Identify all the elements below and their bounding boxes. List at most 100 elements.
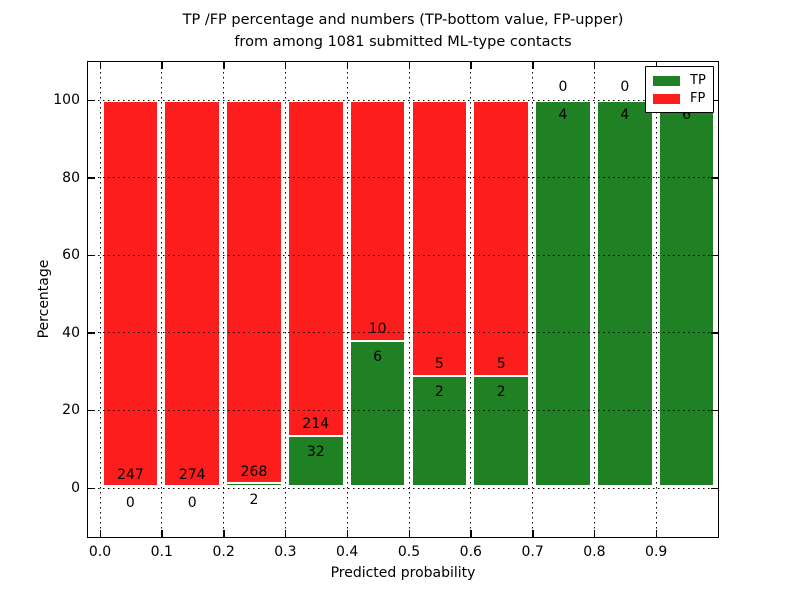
y-tick-left [87, 332, 95, 334]
x-tick-top [161, 61, 163, 69]
y-tick-right [710, 254, 718, 257]
x-tick-bottom [223, 529, 225, 537]
x-tick-bottom [346, 529, 349, 537]
y-tick-left [87, 99, 95, 102]
y-tick-right [710, 487, 718, 489]
x-tick-top [223, 61, 225, 69]
gridline-x-0.4 [346, 61, 348, 537]
bar-label-tp: 6 [682, 106, 692, 123]
x-tick-top [99, 61, 101, 69]
x-tick-label-0.3: 0.3 [274, 544, 297, 560]
bar-label-fp: 0 [558, 78, 568, 95]
legend-label-fp: FP [690, 91, 706, 106]
bar-bin-0.4 [348, 99, 407, 488]
gridline-y-60 [87, 254, 718, 256]
gridline-y-40 [87, 332, 718, 334]
bar-label-fp: 10 [368, 321, 387, 338]
x-tick-bottom [470, 529, 472, 537]
x-tick-label-0.7: 0.7 [521, 544, 544, 560]
bar-label-fp: 247 [117, 466, 144, 483]
x-tick-label-0.2: 0.2 [212, 544, 235, 560]
legend: TP FP [645, 66, 714, 113]
bar-bin-0.1 [163, 99, 222, 488]
gridline-x-0.7 [532, 61, 534, 537]
bar-label-tp: 0 [187, 494, 197, 511]
bar-label-fp: 268 [240, 463, 268, 480]
bar-label-fp: 274 [178, 466, 206, 483]
chart-title: TP /FP percentage and numbers (TP-bottom… [88, 9, 718, 53]
y-tick-right [710, 332, 718, 334]
y-tick-left [87, 177, 95, 179]
bar-segment-tp [412, 374, 467, 486]
bar-label-fp: 5 [434, 355, 444, 372]
fp-legend-swatch-icon [653, 93, 680, 104]
y-tick-label-0: 0 [71, 480, 80, 496]
gridline-x-0.3 [284, 61, 286, 537]
y-tick-left [87, 409, 95, 412]
x-tick-label-0.1: 0.1 [150, 544, 173, 560]
x-tick-top [346, 61, 349, 69]
x-axis-label: Predicted probability [330, 565, 476, 581]
y-tick-label-60: 60 [62, 247, 80, 264]
chart-title-line2: from among 1081 submitted ML-type contac… [234, 34, 572, 50]
bar-bin-0.8 [595, 99, 654, 488]
bar-label-fp: 0 [620, 78, 630, 95]
gridline-x-0.0 [99, 61, 101, 537]
bar-segment-tp [350, 340, 405, 486]
bar-bin-0.7 [534, 99, 592, 488]
bar-segment-tp [288, 435, 343, 486]
x-tick-bottom [593, 529, 596, 537]
gridline-x-0.1 [161, 61, 163, 537]
bar-label-tp: 2 [496, 383, 506, 400]
bar-segment-tp [474, 374, 529, 486]
bar-bin-0.5 [410, 99, 469, 488]
gridline-y-20 [87, 409, 718, 411]
tp-legend-swatch-icon [653, 75, 680, 86]
gridline-y-0 [87, 487, 718, 489]
y-tick-label-100: 100 [53, 92, 80, 109]
x-tick-bottom [532, 529, 534, 537]
bar-label-tp: 32 [306, 444, 325, 461]
gridline-y-80 [87, 177, 718, 179]
legend-label-tp: TP [690, 73, 706, 88]
x-tick-label-0.9: 0.9 [645, 544, 668, 560]
x-tick-label-0.4: 0.4 [336, 544, 359, 560]
x-tick-label-0.8: 0.8 [583, 544, 606, 560]
x-tick-top [532, 61, 534, 69]
y-tick-label-40: 40 [62, 324, 80, 341]
gridline-x-0.5 [408, 61, 410, 537]
x-tick-bottom [408, 529, 410, 537]
x-tick-bottom [284, 529, 287, 537]
y-tick-left [87, 254, 95, 257]
plot-area: 247027402682214321065252040406 [86, 60, 719, 538]
bar-label-tp: 0 [125, 494, 135, 511]
bar-bin-0.2 [225, 99, 283, 488]
bar-label-tp: 2 [249, 491, 259, 508]
x-tick-bottom [161, 529, 163, 537]
bar-label-tp: 2 [434, 383, 444, 400]
y-tick-right [710, 99, 718, 102]
x-tick-label-0.0: 0.0 [88, 544, 112, 560]
legend-row-tp: TP [653, 74, 706, 87]
x-tick-top [655, 61, 658, 69]
x-tick-top [470, 61, 472, 69]
x-tick-label-0.6: 0.6 [459, 544, 482, 560]
bar-segment-tp [227, 482, 281, 486]
bar-label-fp: 5 [496, 355, 506, 372]
x-tick-bottom [655, 529, 658, 537]
x-tick-top [593, 61, 596, 69]
bar-label-fp: 214 [302, 416, 330, 433]
legend-row-fp: FP [653, 92, 706, 105]
chart-title-line1: TP /FP percentage and numbers (TP-bottom… [182, 12, 624, 28]
x-tick-top [408, 61, 410, 69]
gridline-x-0.2 [223, 61, 225, 537]
bar-bin-0.0 [101, 99, 160, 488]
y-tick-label-80: 80 [62, 169, 80, 186]
y-tick-left [87, 487, 95, 489]
y-tick-right [710, 409, 718, 412]
bar-label-tp: 4 [620, 106, 630, 123]
bar-label-tp: 4 [558, 106, 568, 123]
gridline-x-0.8 [593, 61, 595, 537]
gridline-y-100 [87, 99, 718, 101]
